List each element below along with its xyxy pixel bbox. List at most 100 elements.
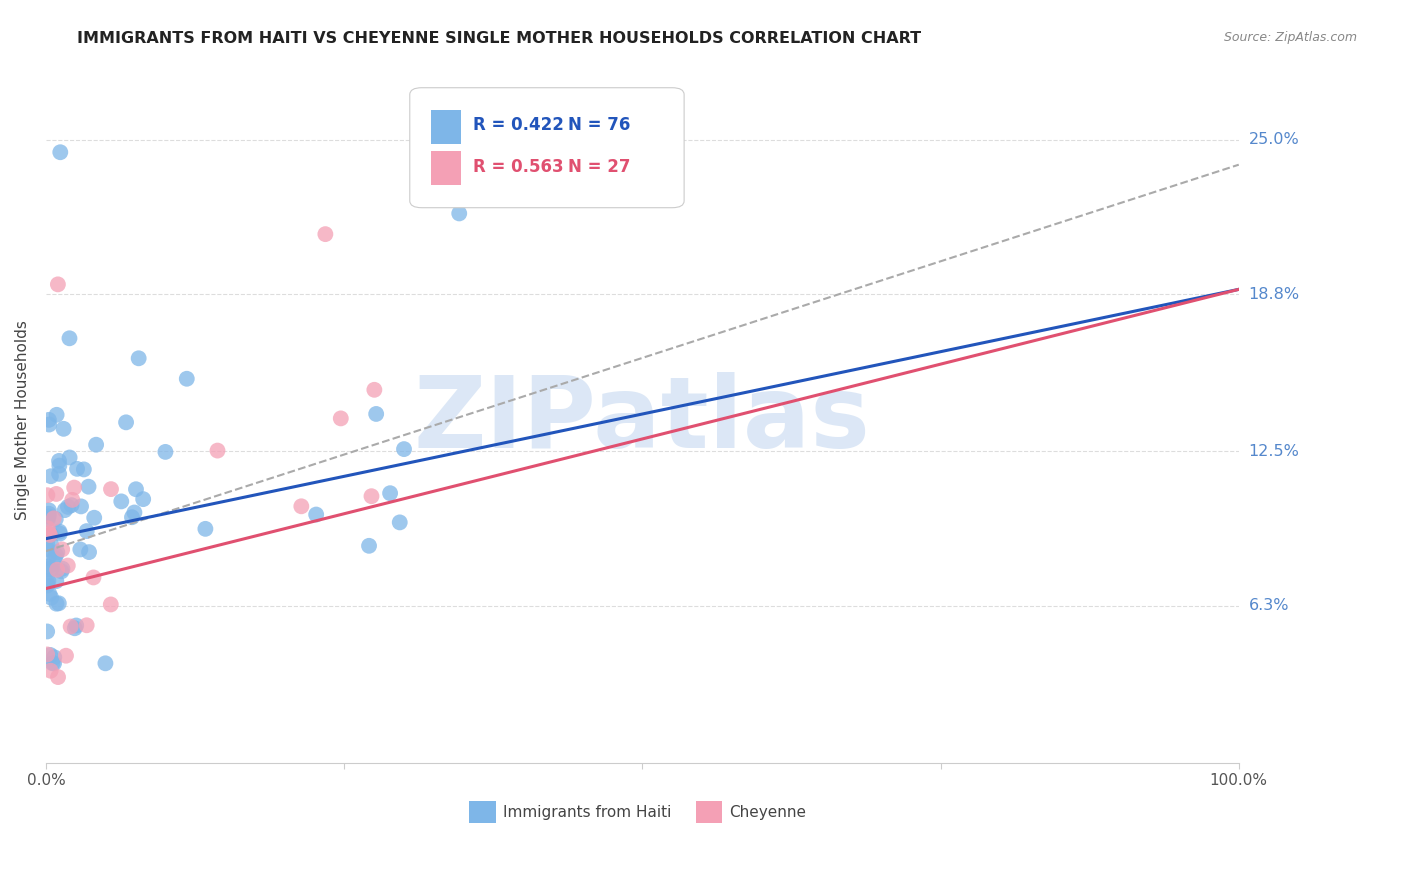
Point	[39, 562, 62, 576]
Text: ZIPatlas: ZIPatlas	[413, 372, 870, 468]
Point	[360, 489, 382, 503]
Point	[45, 548, 67, 562]
Point	[38, 509, 60, 524]
Point	[76, 524, 98, 538]
Point	[46, 277, 69, 292]
Point	[357, 539, 380, 553]
Point	[65, 618, 87, 632]
Point	[45, 408, 67, 422]
Point	[38, 587, 60, 601]
Point	[48, 596, 70, 610]
Point	[194, 522, 217, 536]
Point	[38, 417, 60, 432]
Point	[37, 624, 59, 639]
Point	[388, 516, 411, 530]
Point	[314, 227, 336, 241]
Point	[39, 664, 62, 678]
Point	[124, 506, 146, 520]
Text: IMMIGRANTS FROM HAITI VS CHEYENNE SINGLE MOTHER HOUSEHOLDS CORRELATION CHART: IMMIGRANTS FROM HAITI VS CHEYENNE SINGLE…	[77, 31, 921, 46]
Text: N = 27: N = 27	[568, 158, 631, 176]
Point	[38, 526, 60, 541]
Point	[83, 510, 105, 524]
Text: Immigrants from Haiti: Immigrants from Haiti	[503, 805, 671, 820]
Point	[60, 492, 83, 507]
Point	[76, 618, 98, 632]
Point	[38, 507, 60, 521]
Point	[366, 407, 388, 421]
Point	[82, 570, 104, 584]
FancyBboxPatch shape	[432, 152, 461, 186]
Point	[48, 458, 70, 473]
Point	[100, 598, 122, 612]
Text: R = 0.563: R = 0.563	[472, 158, 564, 176]
Text: 12.5%: 12.5%	[1249, 444, 1299, 458]
Point	[121, 510, 143, 524]
Point	[77, 480, 100, 494]
Point	[56, 558, 79, 573]
Text: N = 76: N = 76	[568, 117, 631, 135]
Point	[207, 443, 229, 458]
Point	[59, 450, 82, 465]
Point	[39, 528, 62, 542]
Point	[46, 670, 69, 684]
Point	[37, 562, 59, 576]
Point	[45, 512, 67, 526]
Y-axis label: Single Mother Households: Single Mother Households	[15, 320, 30, 520]
Point	[42, 657, 65, 671]
Point	[128, 351, 150, 366]
Point	[378, 486, 401, 500]
Point	[176, 372, 198, 386]
Point	[125, 482, 148, 496]
Point	[46, 545, 69, 559]
Point	[51, 542, 73, 557]
Point	[52, 422, 75, 436]
Point	[73, 462, 96, 476]
Point	[38, 413, 60, 427]
Text: 6.3%: 6.3%	[1249, 599, 1289, 614]
Point	[39, 591, 62, 605]
Point	[45, 487, 67, 501]
Point	[46, 563, 69, 577]
Text: 18.8%: 18.8%	[1249, 287, 1299, 301]
Point	[37, 576, 59, 591]
Point	[37, 536, 59, 550]
Point	[37, 648, 59, 662]
Point	[39, 648, 62, 662]
FancyBboxPatch shape	[470, 801, 496, 823]
Point	[37, 550, 59, 565]
Point	[69, 542, 91, 557]
Point	[94, 657, 117, 671]
Point	[48, 454, 70, 468]
Point	[305, 508, 328, 522]
Point	[392, 442, 415, 456]
Point	[39, 527, 62, 541]
Point	[155, 445, 177, 459]
Point	[39, 469, 62, 483]
Point	[132, 492, 155, 507]
Point	[37, 541, 59, 556]
Point	[58, 331, 80, 345]
Point	[37, 512, 59, 526]
FancyBboxPatch shape	[432, 111, 461, 145]
Point	[37, 559, 59, 574]
Point	[48, 467, 70, 481]
Point	[70, 500, 93, 514]
Point	[59, 619, 82, 633]
FancyBboxPatch shape	[409, 87, 685, 208]
Point	[63, 621, 86, 635]
Point	[63, 481, 86, 495]
Text: R = 0.422: R = 0.422	[472, 117, 564, 135]
Text: Cheyenne: Cheyenne	[730, 805, 807, 820]
Point	[49, 526, 72, 541]
Point	[84, 438, 107, 452]
Point	[363, 383, 385, 397]
Point	[51, 562, 73, 576]
Point	[44, 550, 66, 565]
Point	[39, 537, 62, 551]
Point	[66, 462, 89, 476]
Point	[51, 565, 73, 579]
Point	[115, 415, 138, 429]
Point	[37, 574, 59, 588]
Point	[41, 657, 63, 671]
Point	[290, 500, 312, 514]
